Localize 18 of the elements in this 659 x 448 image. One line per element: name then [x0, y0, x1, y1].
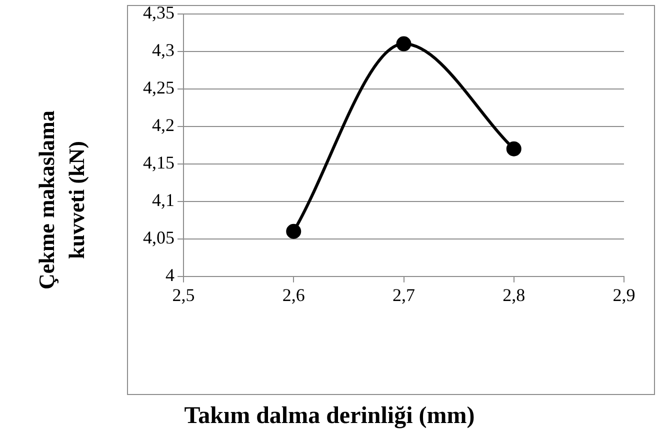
y-tick-label: 4,35: [143, 2, 174, 23]
x-tick-label: 2,9: [612, 284, 636, 305]
point: [396, 36, 412, 52]
y-axis-title: Çekme makaslama kuvveti (kN): [33, 109, 90, 292]
y-tick-label: 4,25: [143, 78, 174, 98]
y-tick-label: 4,2: [152, 115, 174, 136]
y-tick-label: 4,05: [143, 228, 174, 248]
x-axis-title: Takım dalma derinliği (mm): [183, 403, 476, 430]
y-tick-label: 4,1: [152, 190, 174, 210]
x-tick-label: 2,8: [502, 284, 526, 305]
x-tick-label: 2,6: [282, 284, 305, 305]
point: [286, 224, 302, 239]
x-tick-label: 2,5: [172, 284, 195, 305]
y-tick-label: 4: [166, 265, 174, 286]
point: [506, 141, 522, 156]
y-tick-label: 4,15: [143, 152, 174, 173]
x-tick-label: 2,7: [392, 284, 415, 305]
y-tick-label: 4,3: [152, 40, 174, 60]
